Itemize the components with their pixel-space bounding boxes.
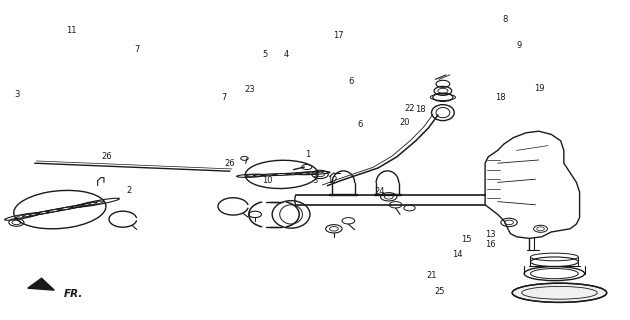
Text: 15: 15 bbox=[461, 235, 471, 244]
Text: 12: 12 bbox=[327, 176, 337, 185]
Text: 5: 5 bbox=[262, 50, 267, 59]
Text: 7: 7 bbox=[222, 93, 227, 102]
Polygon shape bbox=[28, 278, 54, 290]
Text: 6: 6 bbox=[349, 77, 354, 86]
Text: 3: 3 bbox=[14, 90, 20, 99]
Text: 25: 25 bbox=[435, 287, 445, 296]
Text: 17: 17 bbox=[333, 31, 343, 40]
Text: 21: 21 bbox=[427, 271, 437, 280]
Text: 22: 22 bbox=[404, 104, 415, 113]
Text: 26: 26 bbox=[225, 159, 235, 168]
Text: 6: 6 bbox=[358, 120, 363, 129]
Text: 11: 11 bbox=[66, 26, 76, 35]
Text: 24: 24 bbox=[374, 188, 384, 196]
Text: 14: 14 bbox=[452, 250, 462, 259]
Text: 9: 9 bbox=[517, 41, 522, 50]
Text: 4: 4 bbox=[284, 50, 289, 59]
Text: 23: 23 bbox=[245, 85, 255, 94]
Text: 7: 7 bbox=[135, 45, 140, 54]
Text: 8: 8 bbox=[503, 15, 508, 24]
Text: 19: 19 bbox=[534, 84, 544, 92]
Text: 13: 13 bbox=[485, 230, 495, 239]
Text: 3: 3 bbox=[312, 176, 318, 185]
Text: 26: 26 bbox=[102, 152, 112, 161]
Text: 2: 2 bbox=[127, 186, 132, 195]
Text: 18: 18 bbox=[416, 105, 426, 114]
Text: 18: 18 bbox=[495, 93, 505, 102]
Ellipse shape bbox=[512, 283, 607, 302]
Text: 16: 16 bbox=[485, 240, 495, 249]
Text: 10: 10 bbox=[263, 176, 273, 185]
Text: 1: 1 bbox=[305, 150, 310, 159]
Text: FR.: FR. bbox=[64, 289, 83, 299]
Text: 20: 20 bbox=[400, 118, 410, 127]
